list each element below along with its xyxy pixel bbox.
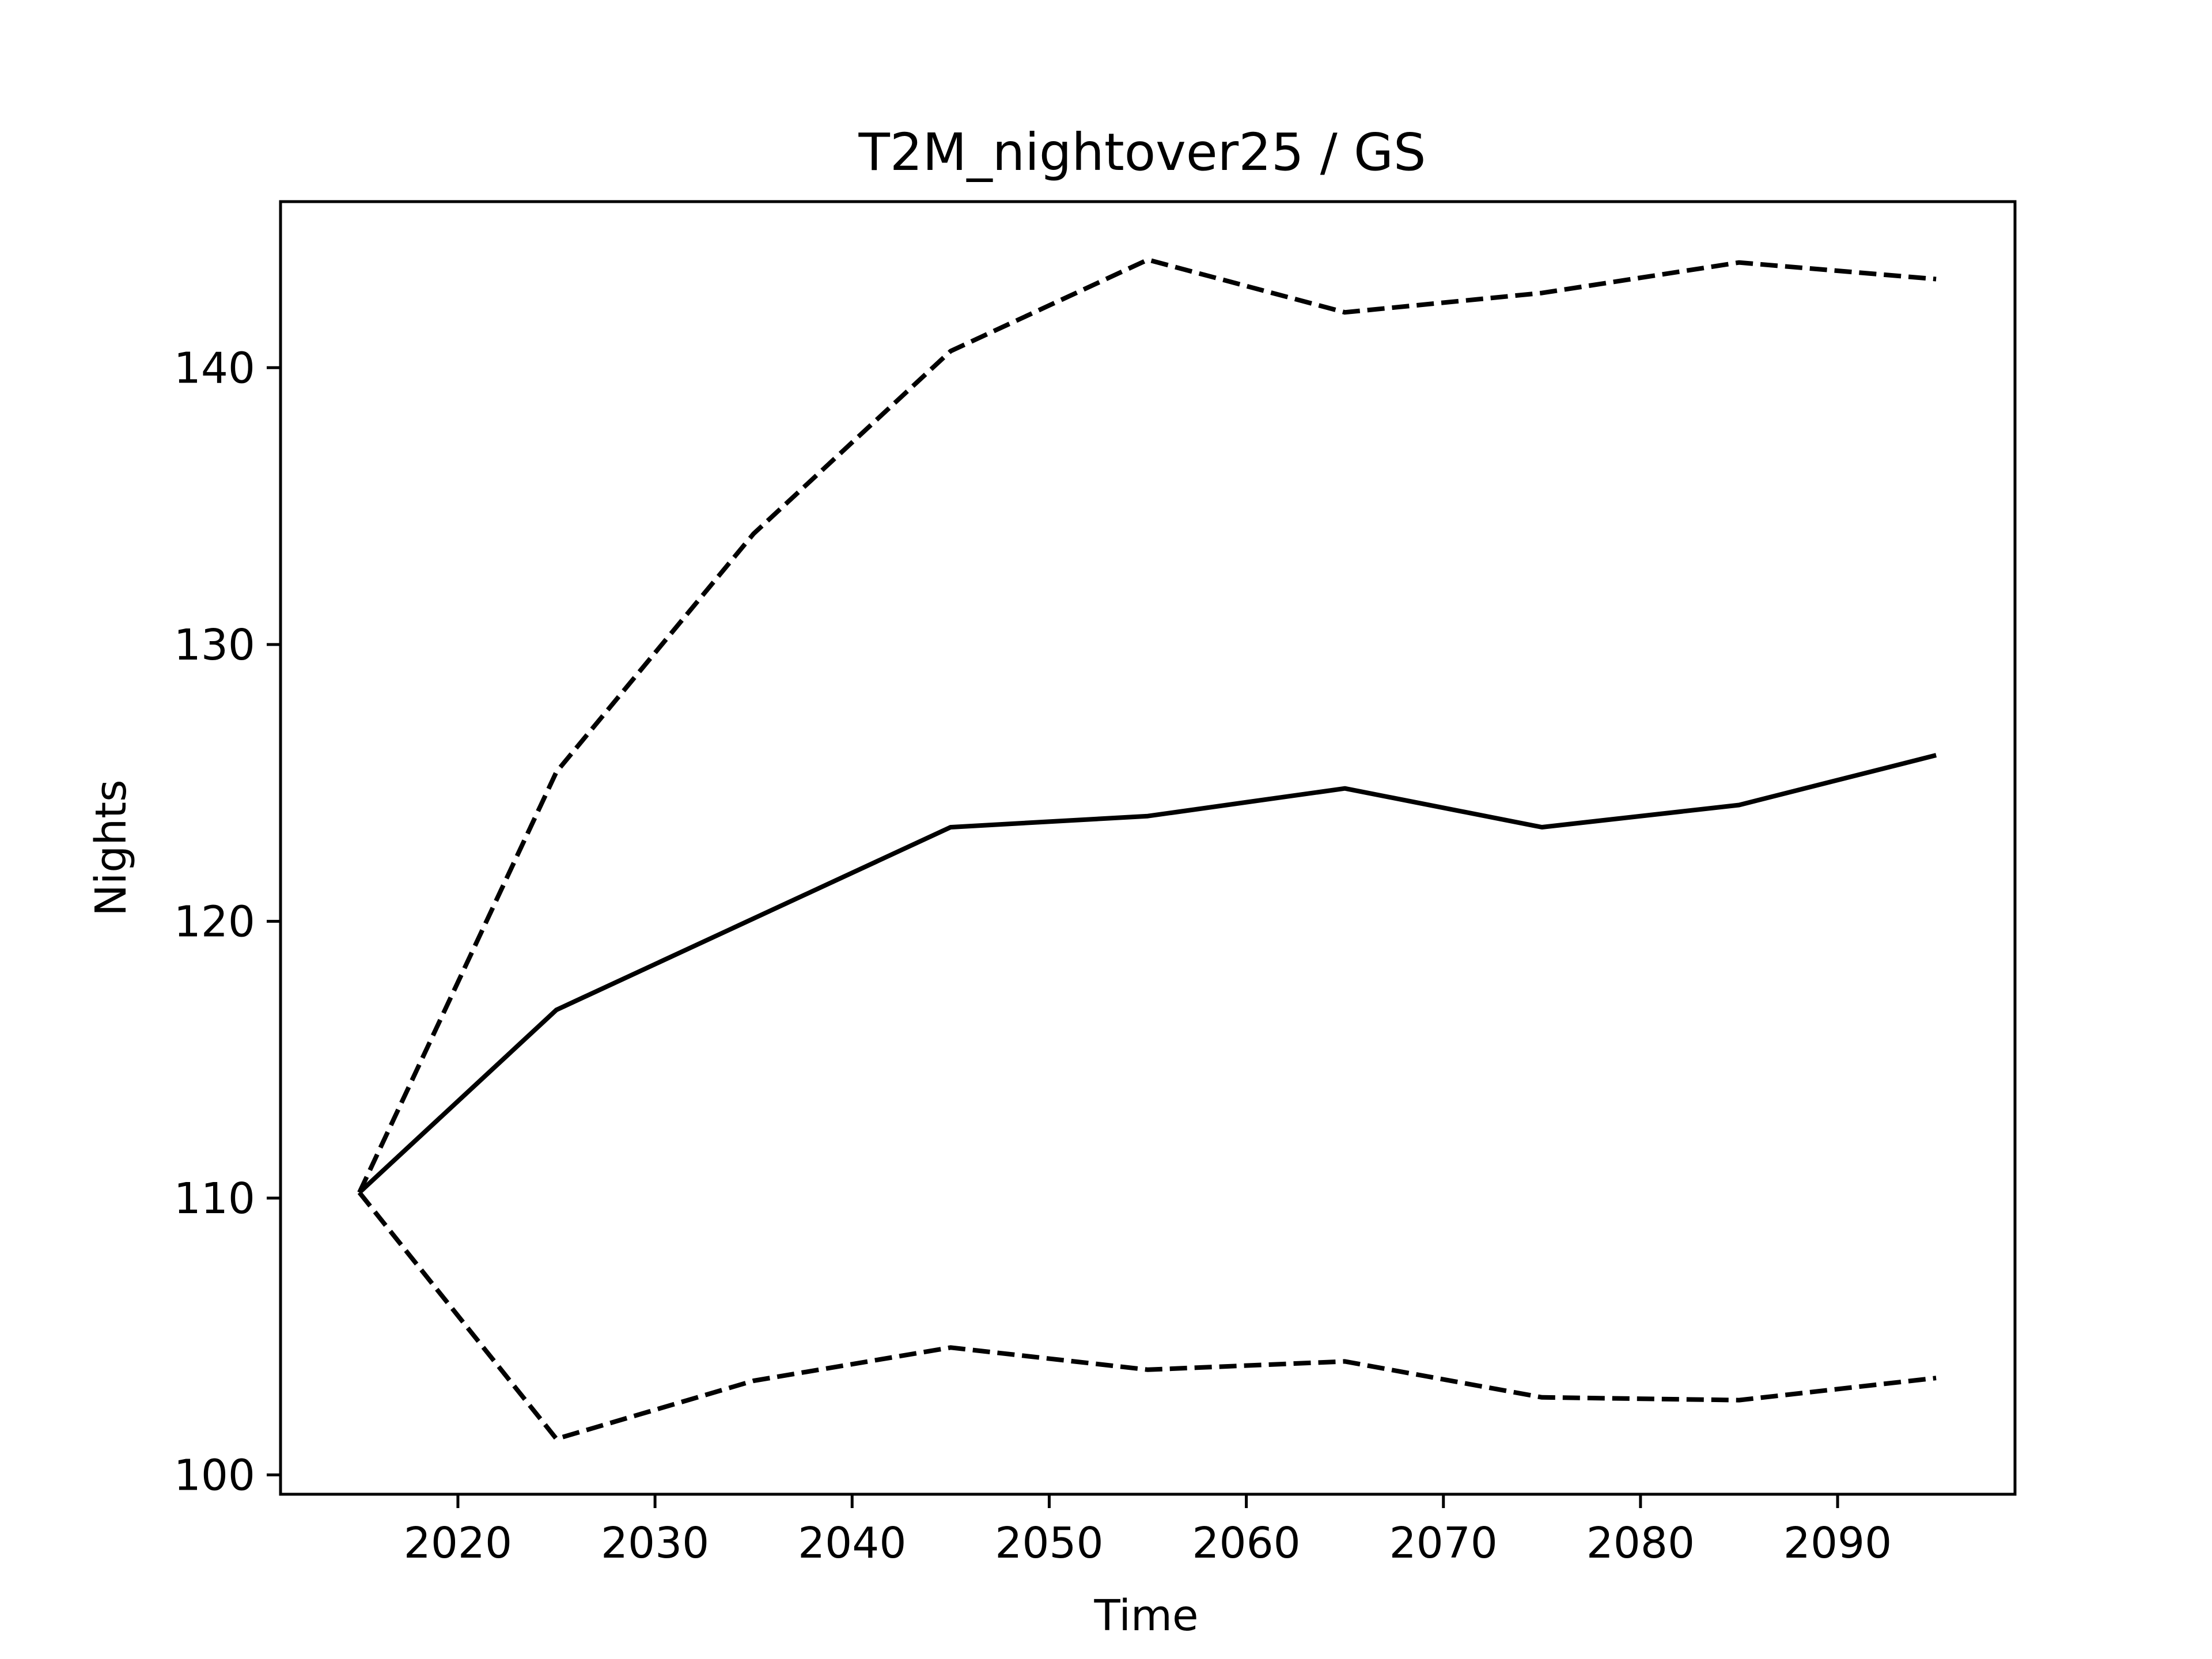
x-tick-label-2090: 2090	[1783, 1518, 1892, 1568]
series-line-1	[358, 753, 1937, 1195]
plot-frame	[279, 200, 2017, 1496]
x-tick-label-2040: 2040	[798, 1518, 906, 1568]
x-tick-label-2050: 2050	[995, 1518, 1103, 1568]
x-tick-label-2020: 2020	[404, 1518, 512, 1568]
x-tick-label-2030: 2030	[601, 1518, 709, 1568]
x-tick-label-2070: 2070	[1389, 1518, 1498, 1568]
x-tick-label-2060: 2060	[1192, 1518, 1300, 1568]
y-tick-label-120: 120	[174, 897, 255, 946]
series-line-2	[357, 257, 1937, 1194]
y-tick-label-130: 130	[174, 620, 255, 670]
x-tick-label-2080: 2080	[1586, 1518, 1695, 1568]
y-axis-label: Nights	[86, 779, 136, 916]
x-axis-label: Time	[1093, 1591, 1198, 1641]
series-line-3	[357, 1191, 1937, 1441]
axis-ticks: 2020 2030 2040 2050 2060 2070 2080 2090 100 110 12…	[174, 343, 1892, 1568]
chart-title: T2M_nightover25 / GS	[858, 122, 1426, 182]
plot-area	[357, 257, 1937, 1441]
y-tick-label-140: 140	[174, 343, 255, 393]
y-tick-label-100: 100	[174, 1450, 255, 1500]
y-tick-label-110: 110	[174, 1174, 255, 1224]
